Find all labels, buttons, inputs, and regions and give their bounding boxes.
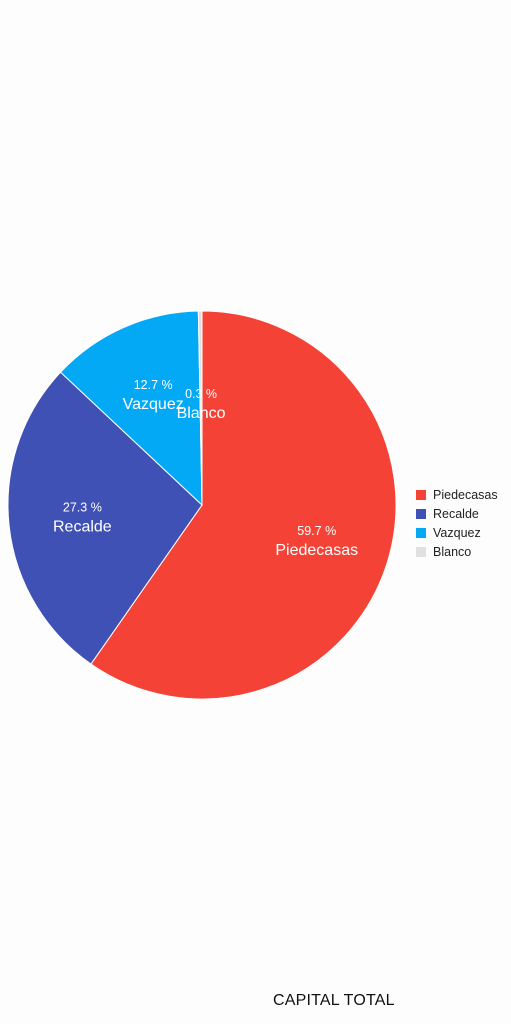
legend-label-piedecasas: Piedecasas [433, 487, 498, 502]
pie-slice-percent-label-piedecasas: 59.7 % [297, 524, 336, 538]
legend-label-blanco: Blanco [433, 544, 472, 559]
legend-item-vazquez[interactable]: Vazquez [416, 523, 498, 542]
pie-slice-percent-label-blanco: 0.3 % [185, 387, 217, 401]
legend-swatch-recalde [416, 508, 426, 519]
pie-slice-recalde[interactable] [7, 371, 203, 665]
legend-item-piedecasas[interactable]: Piedecasas [416, 485, 498, 504]
pie-slice-percent-label-recalde: 27.3 % [63, 500, 102, 514]
legend-swatch-blanco [416, 546, 426, 557]
pie-slice-name-label-vazquez: Vazquez [123, 396, 184, 413]
legend-swatch-vazquez [416, 527, 426, 538]
pie-slice-blanco[interactable] [197, 310, 203, 506]
pie-slice-name-label-piedecasas: Piedecasas [275, 542, 358, 559]
pie-slice-name-label-blanco: Blanco [177, 405, 226, 422]
legend-item-recalde[interactable]: Recalde [416, 504, 498, 523]
legend-swatch-piedecasas [416, 489, 426, 500]
pie-slice-percent-label-vazquez: 12.7 % [134, 378, 173, 392]
legend-label-vazquez: Vazquez [433, 525, 481, 540]
pie-slice-vazquez[interactable] [59, 310, 203, 507]
chart-title: CAPITAL TOTAL [273, 992, 395, 1009]
legend-label-recalde: Recalde [433, 506, 479, 521]
pie-slice-piedecasas[interactable] [90, 310, 397, 700]
chart-legend: Piedecasas Recalde Vazquez Blanco [416, 485, 498, 561]
legend-item-blanco[interactable]: Blanco [416, 542, 498, 561]
pie-slice-name-label-recalde: Recalde [53, 518, 112, 535]
